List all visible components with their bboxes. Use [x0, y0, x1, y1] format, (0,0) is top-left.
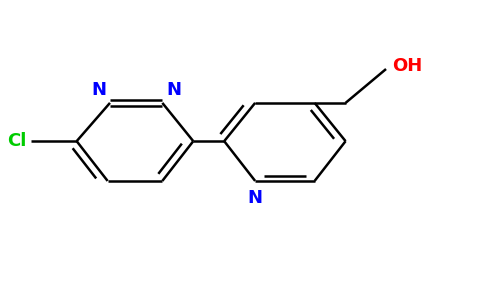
Text: N: N: [91, 81, 106, 99]
Text: OH: OH: [392, 57, 422, 75]
Text: N: N: [248, 189, 263, 207]
Text: N: N: [166, 81, 181, 99]
Text: Cl: Cl: [7, 132, 27, 150]
